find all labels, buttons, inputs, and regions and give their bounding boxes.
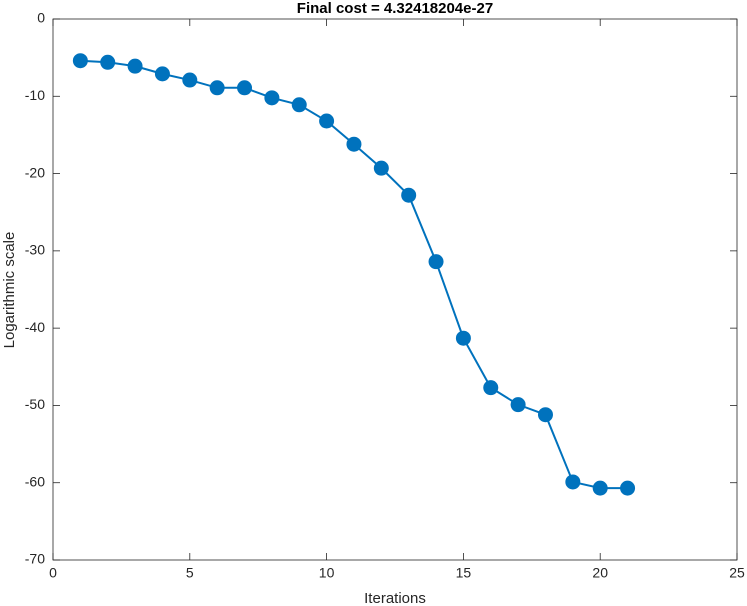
y-tick-label: -30 xyxy=(25,242,45,258)
data-point xyxy=(72,53,88,69)
y-tick-label: -10 xyxy=(25,87,45,103)
data-point xyxy=(209,80,225,96)
x-tick-label: 25 xyxy=(729,565,745,581)
data-point xyxy=(182,72,198,88)
data-point xyxy=(291,97,307,113)
data-point xyxy=(592,480,608,496)
y-tick-label: -50 xyxy=(25,396,45,412)
data-point xyxy=(401,187,417,203)
x-axis-label: Iterations xyxy=(364,590,426,606)
data-point xyxy=(620,480,636,496)
x-tick-label: 10 xyxy=(319,565,335,581)
y-tick-label: -20 xyxy=(25,164,45,180)
data-point xyxy=(154,66,170,82)
data-point xyxy=(483,380,499,396)
data-point xyxy=(319,113,335,129)
x-tick-label: 5 xyxy=(186,565,194,581)
chart-title: Final cost = 4.32418204e-27 xyxy=(297,0,493,17)
data-point xyxy=(510,397,526,413)
x-tick-label: 20 xyxy=(592,565,608,581)
x-tick-label: 15 xyxy=(456,565,472,581)
data-point xyxy=(346,136,362,152)
data-point xyxy=(565,474,581,490)
y-tick-label: -60 xyxy=(25,473,45,489)
data-point xyxy=(455,330,471,346)
y-tick-label: 0 xyxy=(37,10,45,26)
x-tick-label: 0 xyxy=(49,565,57,581)
data-point xyxy=(264,90,280,106)
data-point xyxy=(373,160,389,176)
y-tick-label: -70 xyxy=(25,551,45,567)
y-axis-label: Logarithmic scale xyxy=(1,232,18,349)
y-tick-label: -40 xyxy=(25,319,45,335)
data-point xyxy=(428,254,444,270)
axes-box xyxy=(52,18,738,561)
data-point xyxy=(237,80,253,96)
data-point xyxy=(127,58,143,74)
data-point xyxy=(537,407,553,423)
data-point xyxy=(100,54,116,70)
